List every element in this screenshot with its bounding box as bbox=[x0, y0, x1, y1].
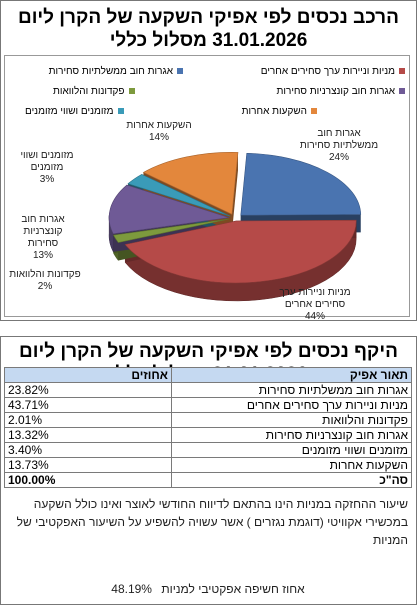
row-description: השקעות אחרות bbox=[171, 457, 412, 473]
exposure-label: אחוז חשיפה אפקטיבי למניות bbox=[161, 582, 305, 596]
exposure-value: 48.19% bbox=[111, 582, 152, 596]
pie-slice-stocks bbox=[124, 219, 357, 284]
table-header-row: תאור אפיק אחוזים bbox=[4, 367, 412, 383]
data-label-gov-bonds: אגרות חוב ממשלתיות סחירות 24% bbox=[299, 128, 379, 163]
legend-swatch bbox=[311, 108, 317, 115]
row-description: אגרות חוב ממשלתיות סחירות bbox=[171, 382, 412, 398]
pie-slice-deposits bbox=[113, 218, 230, 243]
allocation-panel: היקף נכסים לפי אפיקי השקעה של הקרן ליום … bbox=[0, 336, 417, 605]
table-row: אגרות חוב ממשלתיות סחירות 23.82% bbox=[4, 382, 412, 398]
table-row: מניות וניירות ערך סחירים אחרים 43.71% bbox=[4, 397, 412, 413]
legend-swatch bbox=[117, 108, 124, 115]
row-percent: 23.82% bbox=[4, 382, 172, 398]
data-label-stocks: מניות וניירות ערך סחירים אחרים 44% bbox=[279, 287, 351, 322]
legend-swatch bbox=[177, 68, 183, 75]
pie-slice-other bbox=[142, 152, 239, 215]
legend-item-other: השקעות אחרות bbox=[242, 106, 317, 118]
table-row: פקדונות והלוואות 2.01% bbox=[4, 412, 412, 428]
table-title: היקף נכסים לפי אפיקי השקעה של הקרן ליום … bbox=[19, 341, 398, 385]
pie-slice-cash bbox=[127, 173, 231, 217]
row-description: מזומנים ושווי מזומנים bbox=[171, 442, 412, 458]
legend-item-cash: מזומנים ושווי מזומנים bbox=[25, 106, 124, 118]
legend-item-gov-bonds: אגרות חוב ממשלתיות סחירות bbox=[13, 66, 183, 78]
chart-title: הרכב נכסים לפי אפיקי השקעה של הקרן ליום … bbox=[18, 7, 399, 51]
row-percent: 43.71% bbox=[4, 397, 172, 413]
row-percent: 13.73% bbox=[4, 457, 172, 473]
legend-swatch bbox=[399, 88, 405, 95]
row-description: פקדונות והלוואות bbox=[171, 412, 412, 428]
pie-slice-gov-bonds bbox=[240, 152, 362, 216]
row-percent: 13.32% bbox=[4, 427, 172, 443]
header-percent: אחוזים bbox=[4, 367, 172, 383]
data-label-corp-bonds: אגרות חוב קונצרניות סחירות 13% bbox=[21, 214, 65, 261]
legend-item-corp-bonds: אגרות חוב קונצרניות סחירות bbox=[276, 86, 405, 98]
total-label: סה"כ bbox=[171, 472, 412, 488]
data-label-deposits: פקדונות והלוואות 2% bbox=[9, 269, 81, 292]
pie-wall-other bbox=[231, 152, 238, 233]
table-total-row: סה"כ 100.00% bbox=[4, 472, 412, 488]
row-description: אגרות חוב קונצרניות סחירות bbox=[171, 427, 412, 443]
pie-chart bbox=[108, 152, 362, 302]
pie-slice-corp-bonds bbox=[108, 184, 230, 235]
legend-swatch bbox=[128, 88, 135, 95]
row-percent: 3.40% bbox=[4, 442, 172, 458]
allocation-table: תאור אפיק אחוזים אגרות חוב ממשלתיות סחיר… bbox=[4, 367, 412, 488]
table-row: מזומנים ושווי מזומנים 3.40% bbox=[4, 442, 412, 458]
legend-item-deposits: פקדונות והלוואות bbox=[53, 86, 135, 98]
table-row: אגרות חוב קונצרניות סחירות 13.32% bbox=[4, 427, 412, 443]
composition-panel: הרכב נכסים לפי אפיקי השקעה של הקרן ליום … bbox=[0, 0, 417, 322]
data-label-other: השקעות אחרות 14% bbox=[126, 120, 192, 143]
total-percent: 100.00% bbox=[4, 472, 172, 488]
row-description: מניות וניירות ערך סחירים אחרים bbox=[171, 397, 412, 413]
row-percent: 2.01% bbox=[4, 412, 172, 428]
legend-swatch bbox=[399, 68, 405, 75]
legend-item-stocks: מניות וניירות ערך סחירים אחרים bbox=[261, 66, 405, 78]
data-label-cash: מזומנים ושווי מזומנים 3% bbox=[20, 150, 74, 185]
effective-exposure: אחוז חשיפה אפקטיבי למניות 48.19% bbox=[4, 574, 412, 604]
pie-chart-area: אגרות חוב ממשלתיות סחירות מניות וניירות … bbox=[4, 55, 410, 322]
equity-note: שיעור ההחזקה במניות הינו בהתאם לדיווח הח… bbox=[16, 497, 408, 547]
table-row: השקעות אחרות 13.73% bbox=[4, 457, 412, 473]
header-description: תאור אפיק bbox=[171, 367, 412, 383]
